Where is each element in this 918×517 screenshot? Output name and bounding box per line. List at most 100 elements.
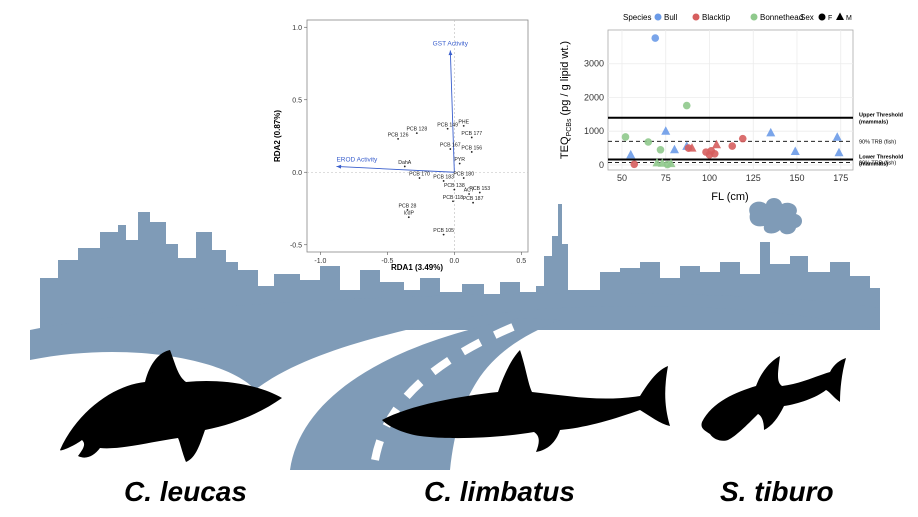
teq-threshold-label-sub: (mammals): [859, 162, 888, 168]
rda-point-pcb-28: [406, 209, 409, 211]
teq-point-bull-male: [834, 147, 844, 157]
teq-y-tick-label: 3000: [584, 59, 604, 69]
rda-point-label-pyr: PYR: [454, 157, 465, 163]
teq-legend-sex-title: Sex: [800, 13, 814, 22]
rda-plot-background: [306, 19, 529, 253]
teq-legend-label-blacktip: Blacktip: [702, 13, 731, 22]
rda-vector-arrowhead: [336, 164, 342, 169]
teq-scatter: 50 75 100 125 150 175 0 1000 2000 3000 Upper Thres…: [559, 12, 903, 203]
rda-point-label-acy: ACY: [464, 188, 475, 194]
teq-legend-swatch-bull: [654, 13, 662, 21]
rda-point-pcb-153: [478, 191, 481, 194]
teq-point-bull-male: [832, 132, 842, 141]
teq-legend-species-title: Species: [623, 13, 651, 22]
teq-x-tick-label: 100: [702, 173, 717, 183]
rda-point-label-pcb-187: PCB 187: [463, 196, 484, 202]
rda-point-pcb-183: [442, 180, 445, 182]
teq-point-bull-male: [766, 127, 776, 137]
rda-point-icdp: [407, 216, 410, 219]
teq-point-bonnethead-female: [644, 138, 653, 146]
teq-point-blacktip-female: [738, 134, 747, 143]
teq-point-bull-male: [626, 149, 636, 159]
rda-x-tick-label: -0.5: [381, 258, 393, 265]
rda-point-pcb-180: [462, 177, 465, 179]
teq-threshold-label-sub: (mammals): [859, 120, 888, 126]
rda-x-axis-label: RDA1 (3.49%): [391, 263, 443, 272]
teq-threshold-label-90-trb-fish: 90% TRB (fish): [859, 139, 896, 145]
rda-point-label-pcb-170: PCB 170: [409, 172, 430, 178]
teq-y-axis-label-sub: PCBs: [566, 118, 573, 136]
teq-point-bonnethead-male: [666, 158, 676, 168]
rda-point-pcb-138: [453, 188, 456, 191]
rda-y-axis-label: RDA2 (0.87%): [273, 110, 282, 162]
rda-biplot: -1.0 -0.5 0.0 0.5 -0.5 0.0 0.5 1.0 GST Activity E…: [273, 19, 529, 272]
smoke-cloud: [749, 198, 802, 235]
rda-point-label-pcb-177: PCB 177: [461, 131, 482, 137]
bull-shark-silhouette: [60, 350, 282, 462]
teq-threshold-label-99-trb-fish: 99% TRB (fish): [859, 161, 896, 167]
teq-point-bonnethead-male: [657, 158, 667, 167]
rda-point-label-pcb-180: PCB 180: [453, 172, 474, 178]
teq-legend-label-bull: Bull: [664, 13, 678, 22]
rda-y-tick-label: -0.5: [290, 242, 302, 249]
teq-legend-swatch-male: [836, 12, 844, 20]
rda-point-pcb-149: [446, 127, 449, 130]
rda-y-tick-label: 0.5: [292, 97, 302, 104]
rda-point-label-phe: PHE: [458, 119, 469, 125]
teq-x-tick-label: 125: [746, 173, 761, 183]
teq-point-bonnethead-female: [682, 101, 691, 110]
road-dash: [371, 318, 527, 461]
rda-vector-gst-activity: [449, 50, 455, 173]
rda-vector-label-erod-activity: EROD Activity: [336, 156, 378, 163]
rda-point-pcb-187: [472, 201, 474, 204]
teq-legend-swatch-bonnethead: [750, 13, 758, 21]
teq-point-blacktip-male: [687, 143, 697, 152]
teq-point-blacktip-female: [728, 142, 737, 150]
rda-point-pcb-118: [452, 200, 454, 203]
rda-point-pyr: [458, 162, 461, 165]
teq-point-bull-male: [790, 146, 800, 155]
teq-legend-label-sex-m: M: [846, 15, 852, 22]
rda-point-pcb-177: [470, 136, 473, 139]
bonnethead-silhouette: [701, 356, 846, 441]
species-label-c-limbatus: C. limbatus: [424, 476, 575, 507]
teq-x-tick-label: 50: [617, 173, 627, 183]
blacktip-shark-silhouette: [382, 350, 670, 452]
rda-x-tick-label: 0.5: [516, 258, 526, 265]
rda-vector-erod-activity: [336, 166, 455, 173]
teq-point-bull-male: [661, 126, 671, 135]
rda-point-label-pcb-126: PCB 126: [388, 132, 409, 138]
species-label-c-leucas: C. leucas: [124, 476, 247, 507]
rda-point-label-pcb-105: PCB 105: [433, 228, 454, 234]
rda-point-pcb-167: [449, 148, 452, 150]
teq-legend-label-sex-f: F: [828, 15, 832, 22]
road: [290, 318, 560, 470]
teq-point-bull-male: [670, 144, 679, 154]
teq-x-tick-label: 175: [833, 173, 848, 183]
rda-point-label-pcb-118: PCB 118: [443, 195, 463, 201]
rda-point-pcb-126: [397, 138, 399, 140]
rda-point-label-pcb-128: PCB 128: [406, 127, 427, 133]
teq-legend-swatch-female: [818, 13, 826, 21]
teq-y-tick-label: 1000: [584, 126, 604, 136]
rda-point-pcb-170: [418, 177, 421, 179]
teq-legend-swatch-blacktip: [692, 13, 700, 21]
rda-point-phe: [462, 124, 465, 127]
teq-point-blacktip-male: [712, 139, 721, 149]
rda-point-label-pcb-153: PCB 153: [469, 186, 490, 192]
rda-point-label-pcb-138: PCB 138: [444, 183, 465, 189]
teq-y-tick-label: 0: [599, 160, 604, 170]
teq-x-tick-label: 75: [661, 173, 671, 183]
teq-y-tick-label: 2000: [584, 92, 604, 102]
rda-point-label-pcb-156: PCB 156: [461, 145, 482, 151]
rda-point-pcb-105: [442, 233, 445, 236]
rda-point-daha: [403, 165, 406, 168]
teq-point-blacktip-female: [630, 160, 639, 169]
rda-point-label-pcb-28: PCB 28: [399, 203, 417, 209]
species-label-s-tiburo: S. tiburo: [720, 476, 834, 507]
rda-point-label-pcb-183: PCB 183: [433, 174, 454, 180]
rda-point-acy: [468, 193, 470, 195]
rda-vector-arrowhead: [448, 50, 453, 56]
